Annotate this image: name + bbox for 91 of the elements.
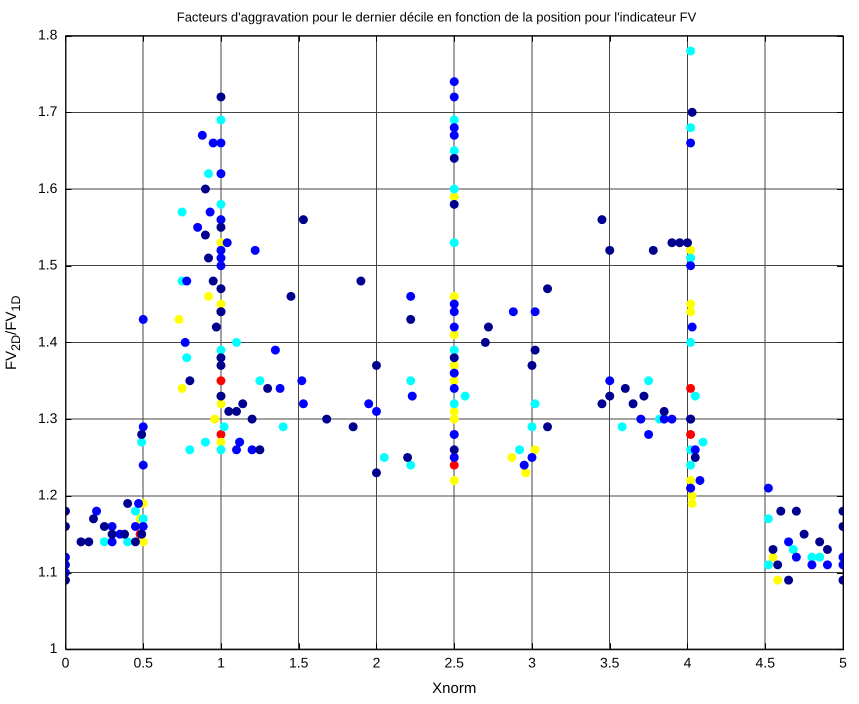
point bbox=[450, 146, 459, 156]
y-tick-label: 1.5 bbox=[38, 256, 58, 273]
point bbox=[686, 338, 696, 347]
point bbox=[185, 445, 194, 454]
point bbox=[210, 414, 220, 424]
y-tick-label: 1.3 bbox=[38, 410, 58, 426]
point bbox=[521, 468, 530, 478]
point bbox=[690, 392, 700, 401]
point bbox=[698, 438, 708, 447]
point bbox=[450, 399, 459, 408]
y-tick-label: 1.1 bbox=[38, 563, 58, 580]
point bbox=[178, 384, 187, 393]
point bbox=[686, 123, 696, 132]
x-tick-label: 0.5 bbox=[133, 654, 154, 670]
point bbox=[450, 414, 459, 424]
point bbox=[815, 552, 824, 562]
x-tick-label: 0 bbox=[62, 654, 70, 670]
point bbox=[216, 399, 226, 408]
point bbox=[450, 115, 459, 124]
y-tick-label: 1.7 bbox=[38, 103, 58, 120]
point bbox=[507, 452, 516, 462]
x-tick-label: 2.5 bbox=[444, 654, 464, 670]
x-tick-label: 4 bbox=[684, 654, 692, 670]
point bbox=[216, 115, 226, 124]
point bbox=[200, 438, 210, 447]
point bbox=[773, 576, 782, 585]
point bbox=[686, 300, 696, 309]
point bbox=[216, 300, 226, 309]
x-tick-label: 1.5 bbox=[288, 654, 309, 670]
point bbox=[178, 208, 187, 217]
point bbox=[450, 330, 459, 340]
point bbox=[216, 346, 226, 355]
chart-title: Facteurs d'aggravation pour le dernier décile en fonction de la position pour l'indicateur FV bbox=[176, 9, 697, 24]
point bbox=[216, 376, 226, 386]
point bbox=[216, 445, 226, 454]
point bbox=[216, 430, 226, 439]
y-tick-label: 1.4 bbox=[38, 333, 58, 350]
point bbox=[686, 254, 696, 263]
point bbox=[380, 452, 389, 462]
point bbox=[530, 399, 540, 408]
point bbox=[450, 460, 459, 470]
point bbox=[764, 514, 773, 524]
point bbox=[232, 338, 242, 347]
point bbox=[450, 476, 459, 485]
point bbox=[100, 537, 109, 546]
x-tick-label: 3 bbox=[528, 654, 536, 670]
x-tick-label: 1 bbox=[217, 654, 226, 670]
point bbox=[278, 422, 288, 432]
point bbox=[450, 238, 459, 248]
y-tick-label: 1 bbox=[50, 640, 58, 656]
point bbox=[688, 498, 697, 508]
x-axis-title: Xnorm bbox=[432, 680, 476, 698]
point bbox=[460, 392, 470, 401]
x-tick-label: 4.5 bbox=[756, 654, 776, 670]
point bbox=[686, 246, 696, 255]
point bbox=[515, 445, 524, 454]
point bbox=[123, 537, 132, 546]
point bbox=[686, 46, 696, 56]
point bbox=[138, 514, 148, 524]
point bbox=[686, 384, 696, 393]
point bbox=[220, 422, 229, 432]
point bbox=[764, 560, 773, 570]
point bbox=[530, 445, 540, 454]
point bbox=[768, 552, 778, 562]
point bbox=[527, 422, 536, 432]
point bbox=[788, 544, 798, 554]
point bbox=[644, 376, 654, 386]
y-tick-label: 1.6 bbox=[38, 180, 58, 196]
point bbox=[686, 307, 696, 316]
y-tick-label: 1.8 bbox=[38, 26, 58, 42]
x-tick-label: 5 bbox=[839, 654, 848, 670]
point bbox=[686, 430, 696, 439]
point bbox=[137, 438, 146, 447]
point bbox=[255, 376, 264, 386]
point bbox=[406, 460, 416, 470]
point bbox=[450, 292, 459, 301]
point bbox=[450, 184, 459, 194]
y-tick-label: 1.2 bbox=[38, 486, 58, 503]
point bbox=[618, 422, 627, 432]
x-tick-label: 2 bbox=[372, 654, 381, 670]
point bbox=[686, 476, 696, 485]
point bbox=[130, 506, 140, 516]
point bbox=[182, 353, 192, 362]
point bbox=[450, 346, 459, 355]
point bbox=[216, 200, 226, 209]
point bbox=[406, 376, 416, 386]
point bbox=[174, 314, 184, 324]
point bbox=[204, 292, 214, 301]
x-tick-label: 3.5 bbox=[600, 654, 620, 670]
point bbox=[204, 169, 214, 178]
point bbox=[216, 438, 226, 447]
